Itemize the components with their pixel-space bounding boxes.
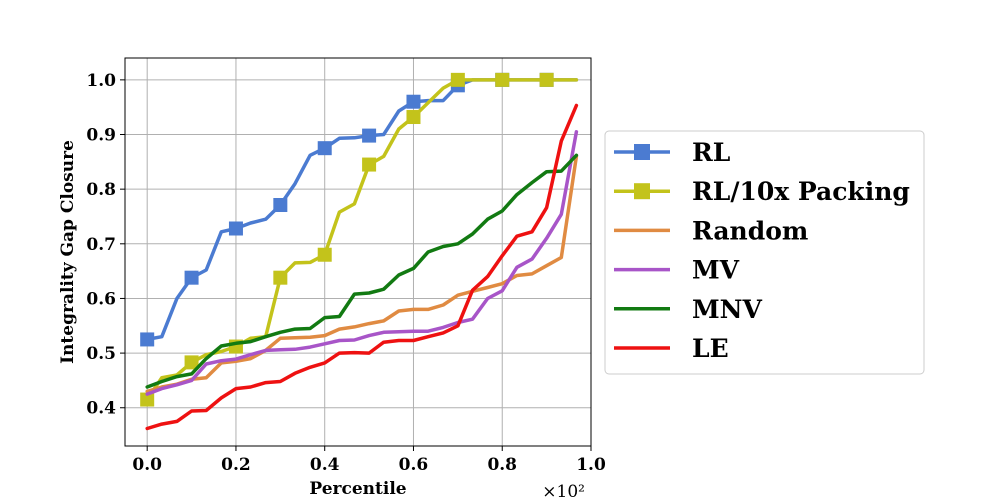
- legend-item-mv: MV: [614, 256, 740, 285]
- data-point-marker: [184, 355, 199, 370]
- legend-marker: [634, 183, 650, 200]
- series-rl-10x-packing: [140, 72, 579, 407]
- y-tick-label: 1.0: [86, 71, 116, 91]
- x-tick-label: 0.0: [132, 455, 162, 475]
- series-line-rl: [145, 78, 579, 342]
- data-point-marker: [140, 392, 155, 407]
- y-tick-label: 0.9: [86, 126, 116, 146]
- y-axis-label: Integrality Gap Closure: [58, 140, 78, 364]
- series-rl: [140, 72, 579, 347]
- legend-item-rl-10x-packing: RL/10x Packing: [614, 177, 910, 206]
- data-point-marker: [317, 247, 332, 262]
- data-point-marker: [140, 332, 155, 347]
- x-tick-label: 0.8: [487, 455, 517, 475]
- y-tick-label: 0.5: [86, 344, 116, 364]
- axis-ticks: 0.0 0.2 0.4 0.6 0.8 1.0 0.4 0.5 0.6 0.7 0.8 0.9 1.0: [86, 71, 606, 475]
- data-point-marker: [495, 72, 510, 87]
- data-point-marker: [228, 221, 243, 236]
- data-point-marker: [539, 72, 554, 87]
- legend-label: RL/10x Packing: [692, 177, 910, 206]
- series-line-mv: [145, 130, 579, 396]
- legend-items: RL RL/10x Packing Random MV MNV LE: [614, 138, 910, 363]
- x-tick-label: 0.6: [399, 455, 429, 475]
- data-point-marker: [450, 72, 465, 87]
- series-random: [145, 154, 579, 394]
- y-tick-label: 0.7: [86, 235, 116, 255]
- data-point-marker: [273, 270, 288, 285]
- grid: [125, 58, 592, 446]
- legend-label: RL: [692, 138, 731, 167]
- legend-item-rl: RL: [614, 138, 731, 167]
- data-point-marker: [406, 110, 421, 125]
- legend: RL RL/10x Packing Random MV MNV LE: [604, 130, 925, 375]
- data-point-marker: [184, 270, 199, 285]
- x-axis-offset-label: ×10²: [542, 482, 585, 500]
- series-line-random: [145, 154, 579, 394]
- series-line-mnv: [145, 153, 579, 389]
- x-axis-label: Percentile: [309, 479, 406, 499]
- legend-label: Random: [692, 216, 808, 245]
- x-tick-label: 1.0: [576, 455, 606, 475]
- data-point-marker: [317, 141, 332, 156]
- legend-box: [604, 130, 925, 375]
- legend-item-mnv: MNV: [614, 295, 763, 324]
- series-line-le: [145, 103, 579, 431]
- legend-label: MNV: [692, 295, 763, 324]
- x-tick-label: 0.4: [310, 455, 340, 475]
- data-point-marker: [362, 128, 377, 143]
- y-tick-label: 0.6: [86, 289, 116, 309]
- data-point-marker: [362, 157, 377, 172]
- series-mnv: [145, 153, 579, 389]
- series-mv: [145, 130, 579, 396]
- legend-label: MV: [692, 256, 740, 285]
- y-tick-label: 0.8: [86, 180, 116, 200]
- series-lines: [140, 72, 579, 431]
- legend-item-le: LE: [614, 334, 729, 363]
- legend-label: LE: [692, 334, 729, 363]
- plot-frame: [124, 57, 592, 447]
- legend-marker: [634, 144, 650, 160]
- data-point-marker: [273, 198, 288, 213]
- data-point-marker: [406, 94, 421, 109]
- y-tick-label: 0.4: [86, 399, 116, 419]
- legend-item-random: Random: [614, 216, 808, 245]
- series-le: [145, 103, 579, 431]
- x-tick-label: 0.2: [221, 455, 251, 475]
